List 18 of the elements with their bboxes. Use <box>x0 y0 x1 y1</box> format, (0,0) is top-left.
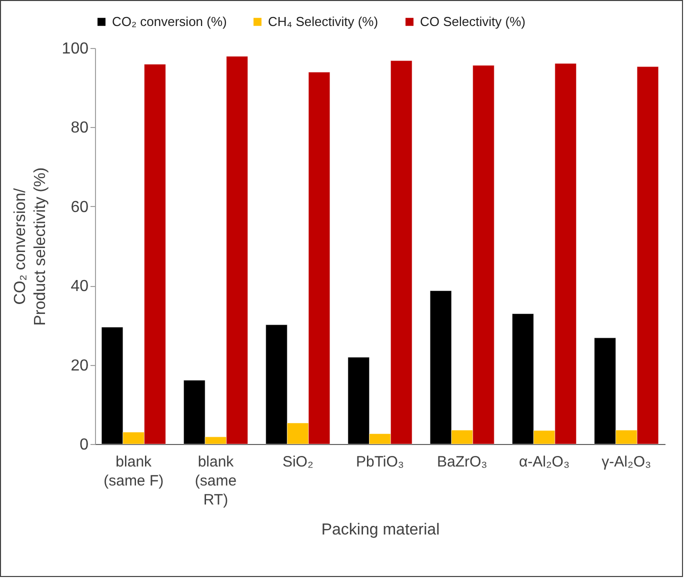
y-tick-label: 100 <box>62 40 89 58</box>
x-tick-label: blank (same F) <box>104 454 164 490</box>
y-tick-label: 0 <box>80 436 89 454</box>
x-tick-label: blank (same RT) <box>194 454 237 508</box>
x-tick-label: α-Al₂O₃ <box>518 454 570 470</box>
x-axis-title: Packing material <box>321 522 440 538</box>
x-tick-label: SiO₂ <box>282 454 314 470</box>
x-tick-label: PbTiO₃ <box>356 454 404 470</box>
y-tick-label: 20 <box>70 357 89 374</box>
legend-label: CH₄ Selectivity (%) <box>268 14 378 29</box>
x-tick-label: BaZrO₃ <box>436 454 488 470</box>
y-tick-label: 40 <box>70 278 89 296</box>
y-tick-label: 80 <box>70 120 89 137</box>
y-axis-title: CO₂ conversion/ Product selectivity (%) <box>12 167 49 326</box>
legend-label: CO Selectivity (%) <box>420 14 526 29</box>
legend-label: CO₂ conversion (%) <box>112 14 227 29</box>
x-tick-label: γ-Al₂O₃ <box>602 454 652 470</box>
y-tick-label: 60 <box>70 198 89 216</box>
